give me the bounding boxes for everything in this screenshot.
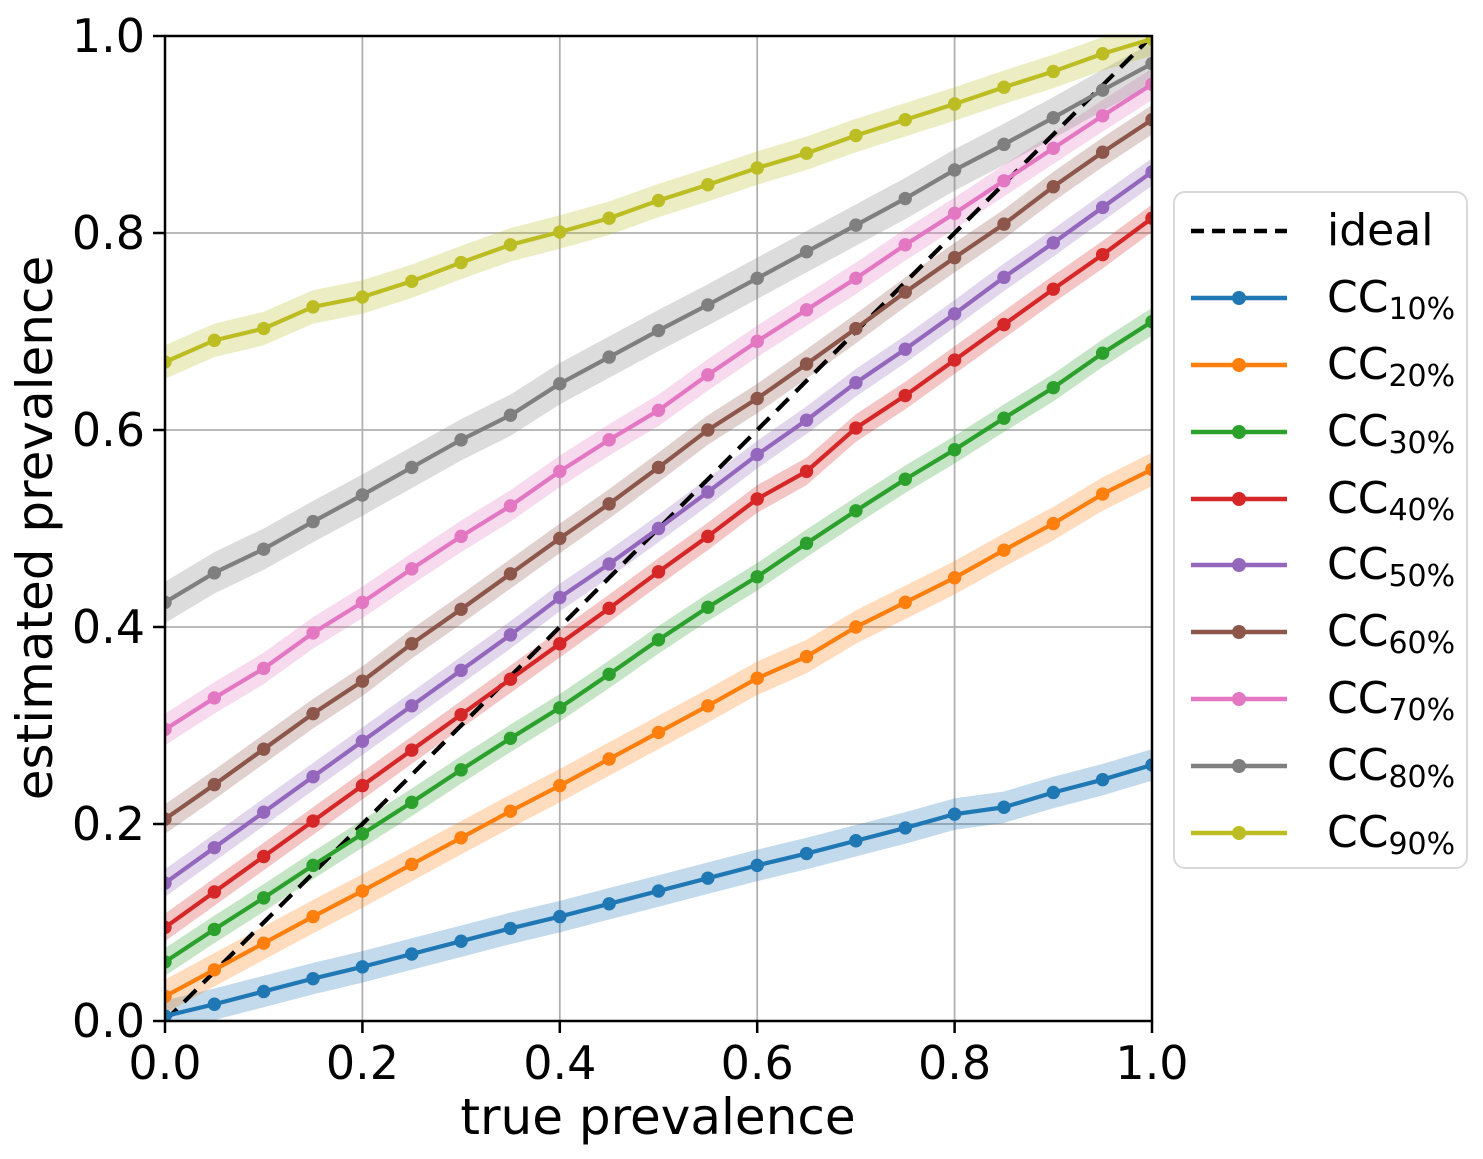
y-tick-label: 0.6 [72, 403, 145, 457]
legend-sample-line-marker [1191, 758, 1287, 773]
y-tick-label: 0.4 [72, 600, 145, 654]
legend-label: CC10% [1327, 272, 1456, 328]
legend-item-cc-70pct: CC70% [1175, 666, 1466, 733]
legend-sample-line-marker [1191, 625, 1287, 640]
x-tick-label: 1.0 [1115, 1036, 1188, 1090]
x-tick-label: 0.6 [721, 1036, 794, 1090]
x-tick-label: 0.8 [918, 1036, 991, 1090]
legend-sample-line-marker [1191, 558, 1287, 573]
series-markers-cc-80pct [165, 56, 1152, 610]
axis-ticks: 0.0 0.2 0.4 0.6 0.8 1.0 0.0 0.2 0.4 0.6 0.8 1.0 [72, 9, 1189, 1090]
legend-sample-line-marker [1191, 491, 1287, 506]
y-axis-label: estimated prevalence [6, 256, 64, 800]
legend-sample-line-marker [1191, 424, 1287, 439]
y-tick-label: 0.0 [72, 994, 145, 1048]
x-tick-label: 0.2 [326, 1036, 399, 1090]
series-markers-cc-70pct [165, 77, 1152, 737]
legend-item-cc-10pct: CC10% [1175, 265, 1466, 332]
y-tick-label: 0.8 [72, 206, 145, 260]
series-markers-cc-30pct [165, 314, 1152, 969]
series-markers-cc-10pct [165, 758, 1152, 1021]
y-tick-label: 1.0 [72, 9, 145, 63]
series-markers-cc-90pct [165, 36, 1152, 369]
x-tick-label: 0.4 [523, 1036, 596, 1090]
axes-spines [163, 34, 1154, 1023]
legend-item-cc-30pct: CC30% [1175, 398, 1466, 465]
legend-item-cc-50pct: CC50% [1175, 532, 1466, 599]
legend-item-ideal: ideal [1175, 198, 1466, 265]
legend-label: CC70% [1327, 672, 1456, 728]
legend-sample-line-marker [1191, 291, 1287, 306]
legend-item-cc-80pct: CC80% [1175, 732, 1466, 799]
legend-label: CC90% [1327, 806, 1456, 862]
legend-item-cc-60pct: CC60% [1175, 599, 1466, 666]
legend-item-cc-90pct: CC90% [1175, 799, 1466, 866]
x-tick-label: 0.0 [128, 1036, 201, 1090]
series-markers-cc-60pct [165, 113, 1152, 826]
legend-label: ideal [1327, 205, 1434, 257]
series-markers-cc-50pct [165, 165, 1152, 890]
legend-sample-line-marker [1191, 825, 1287, 840]
legend-label: CC30% [1327, 405, 1456, 461]
legend-label: CC20% [1327, 338, 1456, 394]
legend: ideal CC10% CC20% CC30% CC40% CC50% CC60% CC70%… [1173, 191, 1468, 869]
legend-label: CC40% [1327, 472, 1456, 528]
legend-sample-line-marker [1191, 691, 1287, 706]
x-axis-label: true prevalence [460, 1088, 855, 1146]
legend-label: CC80% [1327, 739, 1456, 795]
y-tick-label: 0.2 [72, 797, 145, 851]
series-markers-cc-20pct [165, 462, 1152, 1004]
legend-sample-line-marker [1191, 357, 1287, 372]
legend-label: CC60% [1327, 606, 1456, 662]
legend-item-cc-20pct: CC20% [1175, 332, 1466, 399]
legend-sample-dashed-line [1191, 229, 1287, 234]
legend-label: CC50% [1327, 539, 1456, 595]
series-markers-cc-40pct [165, 211, 1152, 935]
legend-item-cc-40pct: CC40% [1175, 465, 1466, 532]
